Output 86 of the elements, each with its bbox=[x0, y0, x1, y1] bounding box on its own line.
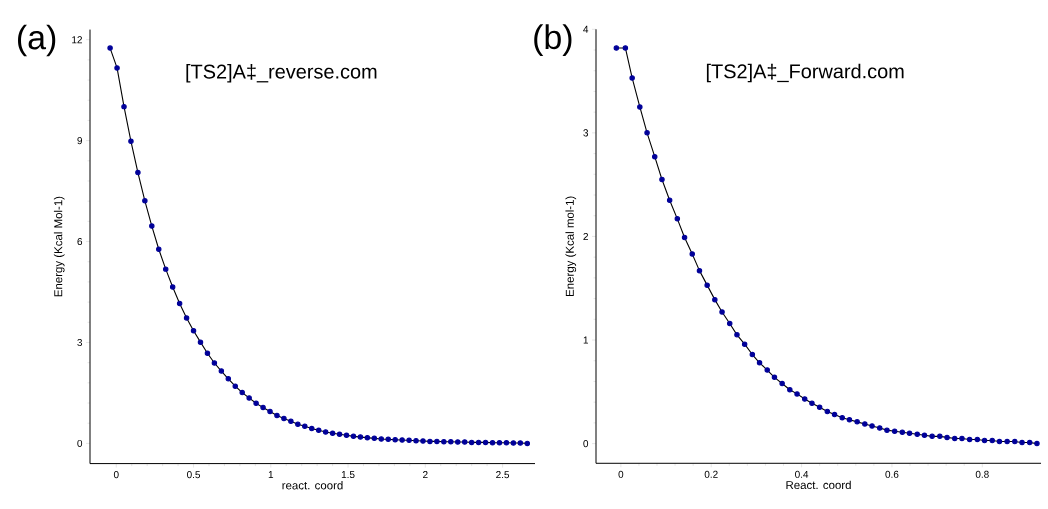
point bbox=[884, 427, 890, 433]
y-tick-label: 12 bbox=[72, 36, 82, 44]
x-tick-label: 1.5 bbox=[341, 471, 355, 479]
point bbox=[629, 75, 635, 81]
point bbox=[831, 411, 838, 418]
x-tick-label: 0.6 bbox=[885, 470, 899, 478]
y-tick-label: 9 bbox=[77, 137, 83, 145]
y-tick-label: 0 bbox=[583, 440, 589, 448]
point bbox=[989, 437, 995, 444]
x-tick-label: 2.5 bbox=[496, 471, 510, 479]
x-tick-label: 1 bbox=[268, 471, 274, 478]
point bbox=[651, 153, 658, 160]
point bbox=[809, 400, 815, 406]
point bbox=[674, 216, 681, 222]
point bbox=[974, 436, 981, 443]
point bbox=[876, 425, 883, 431]
x-tick-label: 0 bbox=[113, 471, 119, 479]
point bbox=[824, 408, 831, 415]
point bbox=[846, 417, 853, 423]
point bbox=[681, 234, 688, 241]
point bbox=[1019, 439, 1025, 446]
annotation: (b) bbox=[534, 24, 572, 56]
point bbox=[981, 437, 988, 444]
point bbox=[996, 438, 1003, 445]
point bbox=[696, 267, 703, 274]
point bbox=[959, 435, 965, 442]
x-tick-label: 0.5 bbox=[187, 471, 201, 479]
point bbox=[966, 436, 973, 443]
y-tick-label: 3 bbox=[77, 338, 83, 346]
point bbox=[1012, 438, 1018, 445]
point bbox=[756, 360, 763, 366]
point bbox=[914, 431, 920, 438]
point bbox=[899, 429, 906, 435]
point bbox=[741, 341, 748, 347]
point bbox=[921, 432, 928, 439]
x-axis-title: react. coord bbox=[282, 481, 343, 490]
x-tick-label: 0.8 bbox=[975, 470, 989, 478]
point bbox=[1034, 440, 1040, 447]
point bbox=[801, 396, 808, 402]
point bbox=[659, 176, 665, 183]
point bbox=[862, 421, 868, 427]
y-tick-label: 0 bbox=[77, 439, 83, 447]
y-tick-label: 6 bbox=[77, 238, 83, 246]
y-axis-title: Energy (Kcal mol-1) bbox=[565, 196, 577, 296]
point bbox=[749, 351, 756, 358]
point bbox=[869, 423, 875, 429]
point bbox=[854, 419, 860, 425]
text: (a) bbox=[18, 24, 56, 57]
x-tick-label: 2 bbox=[423, 471, 428, 479]
point bbox=[1004, 438, 1010, 445]
point bbox=[726, 320, 733, 327]
y-axis-title: Energy (Kcal Mol-1) bbox=[53, 196, 65, 297]
point bbox=[929, 433, 935, 440]
text: [TS2]A‡_reverse.com bbox=[186, 64, 377, 83]
point bbox=[779, 380, 785, 387]
point bbox=[622, 45, 629, 51]
point bbox=[719, 309, 725, 315]
y-tick-label: 3 bbox=[583, 129, 589, 137]
point bbox=[1026, 439, 1033, 446]
x-tick-label: 0 bbox=[618, 470, 624, 478]
point bbox=[794, 391, 800, 397]
point bbox=[644, 130, 650, 136]
point bbox=[734, 332, 740, 338]
point bbox=[787, 386, 793, 393]
point bbox=[613, 45, 620, 51]
point bbox=[839, 414, 845, 421]
x-tick-label: 0.2 bbox=[704, 470, 718, 478]
y-tick-label: 1 bbox=[583, 336, 589, 344]
point bbox=[771, 374, 778, 381]
point bbox=[637, 104, 643, 110]
point bbox=[951, 435, 958, 442]
text: [TS2]A‡_Forward.com bbox=[706, 63, 904, 83]
point bbox=[712, 296, 718, 303]
point bbox=[891, 428, 898, 434]
point bbox=[816, 404, 823, 411]
point bbox=[704, 282, 710, 288]
point bbox=[666, 197, 673, 203]
point bbox=[764, 367, 770, 373]
x-tick-label: 0.4 bbox=[795, 470, 809, 478]
point bbox=[906, 430, 913, 436]
point bbox=[937, 433, 943, 440]
y-tick-label: 4 bbox=[583, 25, 589, 33]
point bbox=[689, 251, 695, 257]
x-axis-title: React. coord bbox=[786, 480, 851, 490]
y-tick-label: 2 bbox=[583, 232, 588, 240]
point bbox=[944, 434, 950, 441]
